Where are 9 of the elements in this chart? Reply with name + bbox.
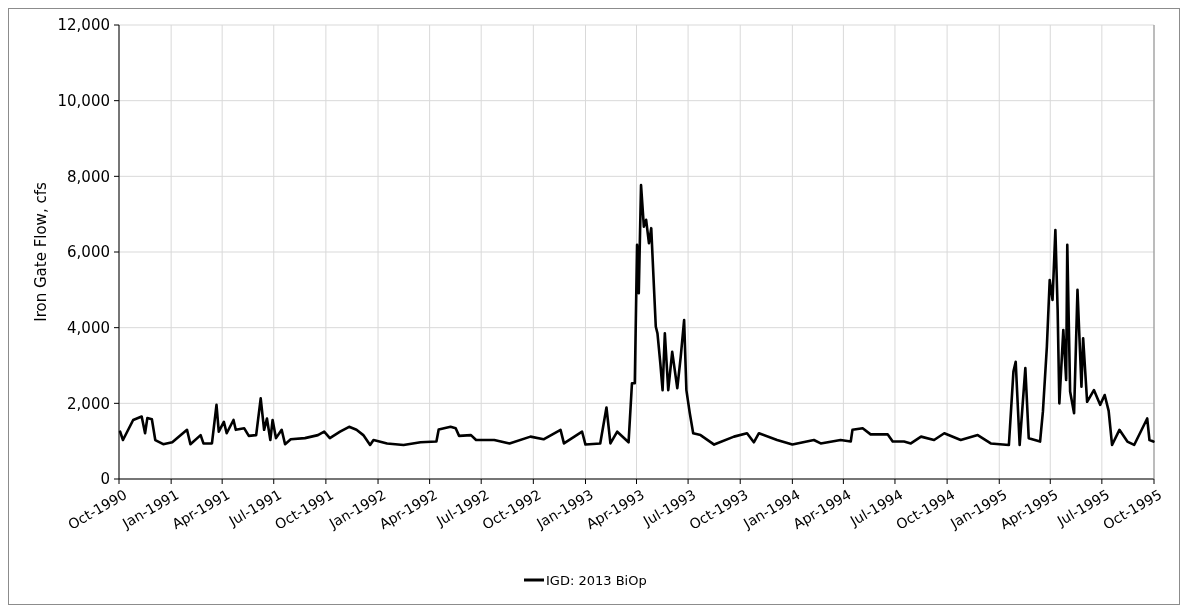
y-tick-label: 2,000 bbox=[67, 394, 110, 413]
y-tick-label: 12,000 bbox=[57, 16, 110, 35]
y-tick-label: 8,000 bbox=[67, 167, 110, 186]
y-tick-label: 10,000 bbox=[57, 91, 110, 110]
y-tick-label: 6,000 bbox=[67, 243, 110, 262]
y-tick-label: 4,000 bbox=[67, 318, 110, 337]
legend-label: IGD: 2013 BiOp bbox=[546, 572, 647, 588]
y-axis-title: Iron Gate Flow, cfs bbox=[32, 182, 50, 322]
y-tick-label: 0 bbox=[100, 470, 110, 489]
